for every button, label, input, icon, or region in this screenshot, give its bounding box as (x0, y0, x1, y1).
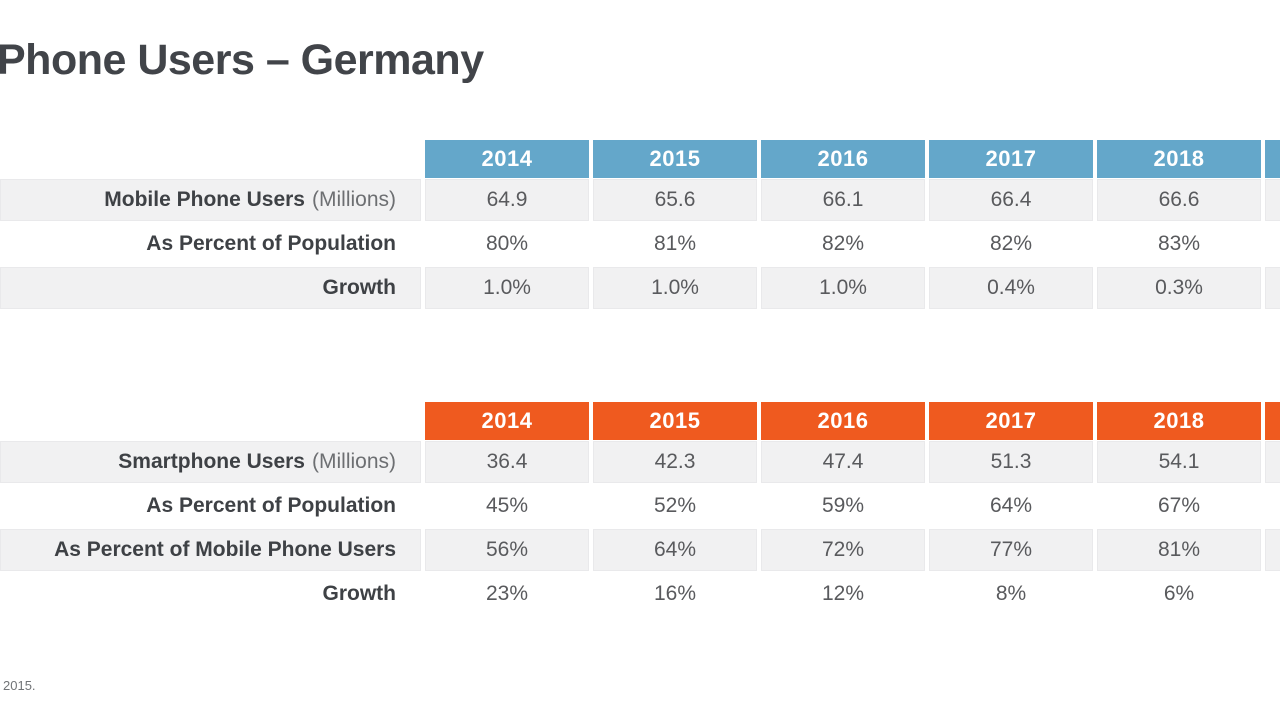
year-header-cell (1265, 140, 1280, 178)
row-label-text: As Percent of Mobile Phone Users (54, 538, 396, 561)
value-cell: 56% (425, 529, 589, 571)
value-cell: 6% (1163, 582, 1195, 605)
year-header-cell: 2015 (593, 140, 757, 178)
value-cell: 23% (485, 582, 529, 605)
value-cell: 54.1 (1097, 441, 1261, 483)
year-header-cell: 2016 (761, 402, 925, 440)
year-header-cell: 2014 (425, 140, 589, 178)
value-cell (1265, 573, 1280, 615)
row-label-suffix: (Millions) (312, 188, 396, 211)
year-header-cell: 2014 (425, 402, 589, 440)
value-cell: 81% (1097, 529, 1261, 571)
year-header-cell (1265, 402, 1280, 440)
value-cell: 81% (653, 232, 697, 255)
value-cell: 67% (1157, 494, 1201, 517)
value-cell: 52% (653, 494, 697, 517)
value-cell: 80% (485, 232, 529, 255)
value-cell: 64% (593, 529, 757, 571)
value-cell: 64% (989, 494, 1033, 517)
value-cell: 66.4 (929, 179, 1093, 221)
row-label-suffix: (Millions) (312, 450, 396, 473)
value-cell (1265, 179, 1280, 221)
page-title: Phone Users – Germany (0, 36, 484, 84)
value-cell: 12% (821, 582, 865, 605)
row-label: Smartphone Users (Millions) (0, 441, 421, 483)
value-cell: 36.4 (425, 441, 589, 483)
row-label: Growth (0, 267, 421, 309)
value-cell: 59% (821, 494, 865, 517)
row-label: As Percent of Mobile Phone Users (0, 529, 421, 571)
value-cell: 47.4 (761, 441, 925, 483)
header-spacer (0, 402, 421, 440)
mobile-phone-users-table: 2014 2015 2016 2017 2018 Mobile Phone Users (M… (0, 140, 1280, 310)
value-cell (1265, 485, 1280, 527)
year-header-cell: 2017 (929, 140, 1093, 178)
smartphone-users-table: 2014 2015 2016 2017 2018 Smartphone Users (Mil… (0, 402, 1280, 616)
value-cell: 51.3 (929, 441, 1093, 483)
value-cell: 64.9 (425, 179, 589, 221)
row-label-text: Growth (322, 582, 397, 605)
row-label-text: Smartphone Users (118, 450, 305, 473)
value-cell (1265, 267, 1280, 309)
value-cell (1265, 529, 1280, 571)
row-label-text: As Percent of Population (146, 232, 396, 255)
value-cell: 1.0% (593, 267, 757, 309)
year-header-cell: 2017 (929, 402, 1093, 440)
value-cell: 66.6 (1097, 179, 1261, 221)
value-cell: 1.0% (761, 267, 925, 309)
row-label: Growth (0, 573, 421, 615)
year-header-cell: 2018 (1097, 140, 1261, 178)
value-cell: 83% (1157, 232, 1201, 255)
value-cell: 82% (989, 232, 1033, 255)
row-label-text: Growth (322, 276, 397, 299)
value-cell: 0.4% (929, 267, 1093, 309)
value-cell: 66.1 (761, 179, 925, 221)
row-label: Mobile Phone Users (Millions) (0, 179, 421, 221)
value-cell (1265, 441, 1280, 483)
row-label: As Percent of Population (0, 223, 421, 265)
value-cell: 8% (995, 582, 1027, 605)
source-note-fragment: 2015. (3, 678, 36, 693)
value-cell: 65.6 (593, 179, 757, 221)
row-label-text: As Percent of Population (146, 494, 396, 517)
value-cell: 42.3 (593, 441, 757, 483)
year-header-cell: 2018 (1097, 402, 1261, 440)
row-label-text: Mobile Phone Users (104, 188, 305, 211)
header-spacer (0, 140, 421, 178)
value-cell: 82% (821, 232, 865, 255)
year-header-cell: 2015 (593, 402, 757, 440)
value-cell: 16% (653, 582, 697, 605)
row-label: As Percent of Population (0, 485, 421, 527)
value-cell: 77% (929, 529, 1093, 571)
year-header-cell: 2016 (761, 140, 925, 178)
value-cell: 1.0% (425, 267, 589, 309)
value-cell: 72% (761, 529, 925, 571)
value-cell: 45% (485, 494, 529, 517)
value-cell: 0.3% (1097, 267, 1261, 309)
value-cell (1265, 223, 1280, 265)
